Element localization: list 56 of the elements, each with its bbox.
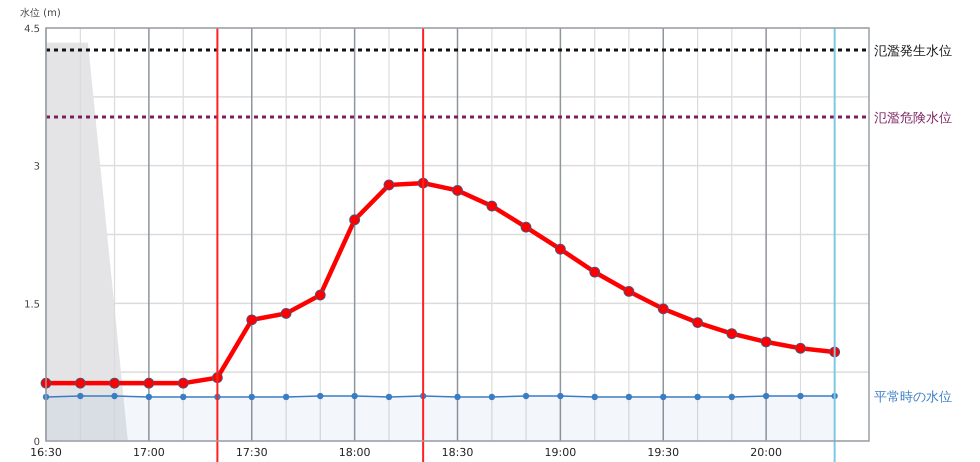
point [626, 394, 632, 400]
x-tick-label: 18:30 [442, 446, 474, 459]
point [109, 378, 120, 389]
point [797, 392, 804, 400]
y-tick-label: 0 [34, 437, 40, 448]
point [349, 214, 360, 226]
x-tick-label: 17:30 [236, 446, 268, 459]
x-tick-label: 19:00 [544, 446, 576, 459]
ref-line-label: 氾濫発生水位 [874, 44, 952, 60]
point [660, 394, 666, 400]
point [280, 308, 292, 319]
point [143, 378, 154, 389]
point [762, 392, 770, 400]
point [317, 392, 324, 400]
point [384, 180, 394, 190]
x-tick-label: 19:30 [647, 446, 680, 459]
point [146, 394, 152, 400]
y-tick-label: 4.5 [24, 24, 40, 35]
point [760, 336, 772, 348]
point [554, 244, 566, 255]
point [454, 394, 461, 400]
point [589, 266, 600, 278]
ref-line-label: 氾濫危険水位 [874, 111, 952, 126]
point [246, 314, 258, 326]
point [623, 286, 634, 297]
point [520, 222, 532, 233]
x-tick-label: 20:00 [750, 446, 782, 459]
point [795, 342, 806, 354]
point [178, 378, 189, 389]
point [74, 378, 86, 389]
point [77, 392, 84, 400]
x-tick-label: 16:30 [30, 446, 62, 459]
point [694, 394, 701, 400]
point [658, 303, 669, 314]
point [111, 392, 118, 400]
point [522, 392, 530, 400]
point [728, 394, 735, 400]
point [282, 394, 290, 400]
y-tick-label: 3 [34, 162, 40, 173]
point [592, 394, 598, 400]
y-axis-title: 水位 (m) [20, 7, 61, 19]
x-tick-label: 18:00 [338, 446, 370, 459]
point [314, 290, 326, 300]
point [726, 328, 738, 340]
x-tick-label: 17:00 [133, 446, 165, 459]
point [488, 394, 496, 400]
point [692, 317, 704, 328]
point [486, 200, 498, 212]
text: 平常時の水位 [874, 390, 952, 406]
point [557, 392, 564, 400]
point [452, 185, 463, 196]
point [180, 394, 186, 400]
point [248, 394, 255, 400]
point [351, 392, 358, 400]
y-tick-label: 1.5 [24, 299, 40, 310]
point [386, 394, 392, 400]
